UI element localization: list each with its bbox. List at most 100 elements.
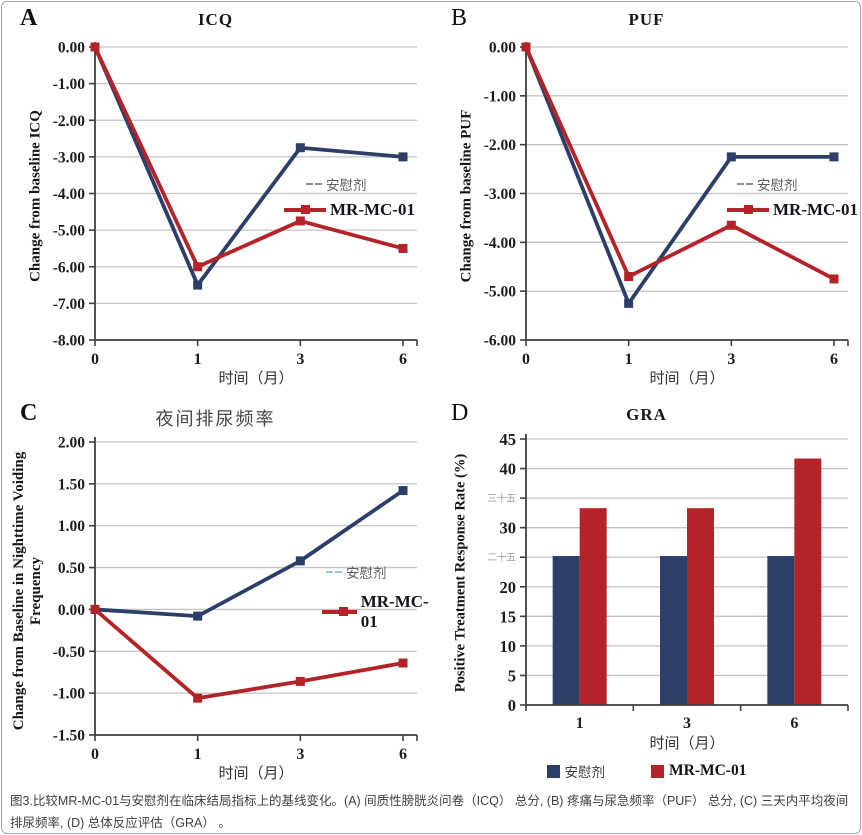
series-line <box>93 607 404 701</box>
square-marker-icon <box>744 205 753 214</box>
y-tick-label: -2.00 <box>53 113 86 130</box>
panel-nighttime-voiding: C 夜间排尿频率 Change from Baseline in Nightti… <box>0 395 431 785</box>
data-point-marker <box>90 604 100 614</box>
y-tick-label: -1.50 <box>53 728 86 745</box>
panel-header: C 夜间排尿频率 <box>0 395 431 429</box>
y-tick-label: 10 <box>500 637 517 656</box>
line-chart-puf: 0.00 -1.00 -2.00 -3.00 -4.00 -5.00 -6.00 0 1 3 6 <box>431 34 862 369</box>
panel-grid: A ICQ Change from baseline ICQ 0.00 -1.00… <box>0 0 862 785</box>
data-point-marker <box>90 42 100 52</box>
dashed-line-marker <box>335 570 342 574</box>
red-line-marker <box>284 205 326 214</box>
series-line <box>524 46 835 281</box>
y-tick-label: 20 <box>500 578 517 597</box>
data-point-marker <box>193 262 203 272</box>
y-axis-title-icq: Change from baseline ICQ <box>27 110 44 282</box>
panel-gra: D GRA Positive Treatment Response Rate (… <box>431 395 862 785</box>
x-tick-label: 1 <box>194 746 202 759</box>
y-tick-label: -0.50 <box>53 644 86 661</box>
red-square-icon <box>651 764 664 778</box>
legend-placebo-label: 安慰剂 <box>564 765 606 780</box>
dashed-line-marker <box>737 182 744 186</box>
x-tick-label: 3 <box>727 351 735 364</box>
y-tick-label: -1.00 <box>53 686 86 703</box>
square-marker-icon <box>339 607 348 616</box>
bar <box>579 508 607 705</box>
y-tick-label: 40 <box>500 460 517 479</box>
y-tick-label: -7.00 <box>53 296 86 313</box>
y-tick-label: -4.00 <box>484 235 517 252</box>
line-chart-nighttime: 2.00 1.50 1.00 0.50 0.00 -0.50 -1.00 -1.50 0 1 3 6 <box>0 429 431 764</box>
data-point-marker <box>295 143 305 153</box>
chart-title-nighttime: 夜间排尿频率 <box>155 409 276 429</box>
y-tick-label: 0.00 <box>58 602 85 619</box>
y-tick-label: 1.00 <box>58 518 85 535</box>
x-tick-label: 3 <box>296 351 304 364</box>
y-tick-label: -1.00 <box>484 88 517 105</box>
x-axis-title: 时间（月） <box>218 370 294 387</box>
x-axis-title: 时间（月） <box>649 370 725 387</box>
figure-caption: 图3.比较MR-MC-01与安慰剂在临床结局指标上的基线变化。(A) 间质性膀胱… <box>10 794 849 830</box>
x-tick-label: 6 <box>790 715 798 729</box>
data-point-marker <box>295 556 305 566</box>
y-tick-label: -5.00 <box>484 284 517 301</box>
x-axis-title: 时间（月） <box>218 765 294 782</box>
y-axis-title-gra: Positive Treatment Response Rate (%) <box>452 453 469 693</box>
y-tick-label: 5 <box>508 666 516 685</box>
data-point-marker <box>295 216 305 226</box>
y-tick-label: -4.00 <box>53 186 86 203</box>
data-point-marker <box>829 152 839 162</box>
panel-letter-a: A <box>20 5 38 31</box>
x-tick-label: 0 <box>91 746 99 759</box>
y-tick-label: -8.00 <box>53 333 86 350</box>
legend-mr-label: MR-MC-01 <box>330 200 415 219</box>
y-tick-label: -6.00 <box>484 333 517 350</box>
data-point-marker <box>624 272 634 282</box>
x-tick-label: 1 <box>625 351 633 364</box>
data-point-marker <box>829 274 839 284</box>
data-point-marker <box>726 152 736 162</box>
dashed-line-marker <box>326 570 333 574</box>
legend-item-placebo: 安慰剂 <box>546 761 606 781</box>
y-axis-title-nighttime: Change from Baseline in Nighttime Voidin… <box>10 451 44 731</box>
y-tick-label: 0.00 <box>489 40 516 57</box>
red-line-marker <box>727 205 769 214</box>
y-tick-label: -3.00 <box>484 186 517 203</box>
red-line-marker <box>322 607 357 616</box>
data-point-marker <box>193 693 203 703</box>
chart-title-gra: GRA <box>626 405 667 424</box>
x-tick-label: 1 <box>576 715 584 729</box>
legend-mr-mc-01: MR-MC-01 <box>284 200 415 220</box>
x-tick-label: 6 <box>399 746 407 759</box>
dashed-line-marker <box>746 182 753 186</box>
dashed-line-marker <box>315 182 322 186</box>
y-tick-label: 0.50 <box>58 560 85 577</box>
legend-mr-label: MR-MC-01 <box>360 592 429 631</box>
bar <box>794 458 822 705</box>
legend-placebo: 安慰剂 <box>326 562 387 582</box>
chart-svg: 0.00 -1.00 -2.00 -3.00 -4.00 -5.00 -6.00 -7.00 -… <box>53 40 418 368</box>
bar <box>552 556 580 705</box>
x-tick-label: 6 <box>830 351 838 364</box>
legend-placebo-label: 安慰剂 <box>326 178 367 193</box>
y-tick-label: 0 <box>508 696 516 715</box>
line-chart-icq: 0.00 -1.00 -2.00 -3.00 -4.00 -5.00 -6.00 -7.00 -… <box>0 34 431 369</box>
data-point-marker <box>193 280 203 290</box>
data-point-marker <box>398 243 408 253</box>
x-axis-title: 时间（月） <box>649 735 725 752</box>
data-point-marker <box>521 42 531 52</box>
y-tick-label: -2.00 <box>484 137 517 154</box>
chart-svg: 0.00 -1.00 -2.00 -3.00 -4.00 -5.00 -6.00 0 1 3 6 <box>484 40 849 368</box>
legend-placebo: 安慰剂 <box>737 174 798 194</box>
square-marker-icon <box>301 205 310 214</box>
y-tick-label: 2.00 <box>58 435 85 452</box>
chart-title-icq: ICQ <box>197 10 234 29</box>
panel-letter-b: B <box>451 5 468 31</box>
data-point-marker <box>398 486 408 496</box>
panel-icq: A ICQ Change from baseline ICQ 0.00 -1.00… <box>0 0 431 395</box>
data-point-marker <box>295 676 305 686</box>
y-tick-label: 三十五 <box>487 493 516 505</box>
chart-title-puf: PUF <box>628 10 665 29</box>
bar-chart-legend: 安慰剂 MR-MC-01 <box>431 761 862 781</box>
x-tick-label: 0 <box>522 351 530 364</box>
